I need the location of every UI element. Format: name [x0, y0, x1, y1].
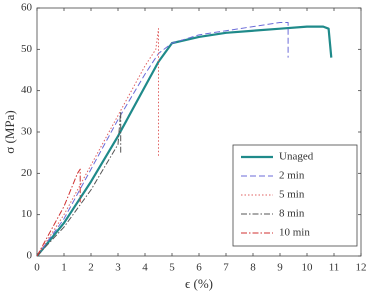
y-tick-label: 10 — [21, 208, 33, 220]
legend-label: 10 min — [279, 227, 310, 239]
x-tick-label: 7 — [223, 262, 229, 274]
y-tick-label: 20 — [21, 167, 33, 179]
x-tick-label: 8 — [250, 262, 256, 274]
x-tick-label: 6 — [196, 262, 202, 274]
legend: Unaged 2 min 5 min 8 min 10 min — [232, 144, 358, 247]
y-tick-label: 50 — [21, 43, 33, 55]
x-tick-label: 1 — [61, 262, 67, 274]
legend-label: 5 min — [279, 189, 305, 201]
series-line — [36, 168, 81, 257]
y-tick-label: 0 — [27, 250, 33, 262]
y-tick-label: 40 — [21, 84, 33, 96]
x-tick-label: 12 — [356, 262, 367, 274]
legend-label: 8 min — [279, 208, 305, 220]
series-line — [36, 21, 289, 257]
x-tick-label: 3 — [115, 262, 121, 274]
series-line — [36, 28, 159, 257]
x-tick-label: 5 — [169, 262, 175, 274]
y-tick-label: 60 — [21, 2, 33, 14]
x-tick-label: 0 — [34, 262, 40, 274]
legend-box — [232, 144, 358, 247]
y-tick-label: 30 — [21, 126, 33, 138]
x-tick-label: 4 — [142, 262, 148, 274]
x-tick-label: 2 — [88, 262, 94, 274]
series-line — [36, 25, 333, 257]
series-line — [36, 110, 122, 257]
y-axis-label: σ (MPa) — [2, 110, 17, 153]
x-axis-label: ϵ (%) — [185, 276, 213, 291]
legend-label: 2 min — [279, 170, 305, 182]
x-tick-label: 11 — [329, 262, 340, 274]
x-tick-label: 9 — [277, 262, 283, 274]
legend-label: Unaged — [279, 151, 314, 163]
x-tick-label: 10 — [302, 262, 314, 274]
